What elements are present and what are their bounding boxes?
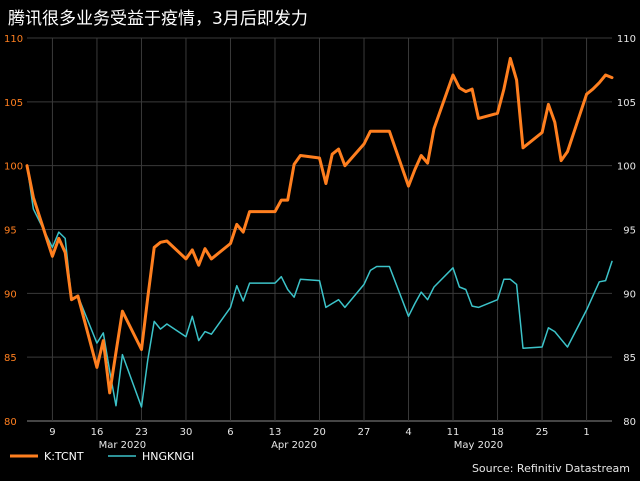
y-tick-label-right: 95 — [623, 226, 636, 237]
legend-label-tcnt: K:TCNT — [44, 450, 84, 463]
x-tick-label: 1 — [583, 427, 589, 438]
y-tick-label-left: 110 — [4, 34, 23, 45]
y-tick-label-left: 80 — [4, 417, 17, 428]
y-tick-label-right: 90 — [623, 289, 636, 300]
x-tick-label: 13 — [269, 427, 282, 438]
x-tick-label: 20 — [313, 427, 326, 438]
series-line-tcnt — [25, 56, 614, 395]
y-tick-label-right: 85 — [623, 353, 636, 364]
x-tick-label: 18 — [491, 427, 504, 438]
series-lines — [25, 56, 614, 408]
source-note: Source: Refinitiv Datastream — [472, 462, 630, 475]
y-tick-label-right: 80 — [623, 417, 636, 428]
y-axis-ticks: 80 80 85 85 90 90 95 95 100 100 105 105 110 110 — [4, 34, 636, 428]
legend: K:TCNT HNGKNGI — [10, 450, 194, 463]
x-tick-label: 25 — [536, 427, 549, 438]
y-tick-label-left: 90 — [4, 289, 17, 300]
x-tick-label: 30 — [180, 427, 193, 438]
x-tick-label: 11 — [447, 427, 460, 438]
x-axis-ticks: 9 16 23 30 6 13 20 27 4 11 18 25 1 Mar 2020 Apr 2020 Ma… — [49, 427, 590, 451]
y-tick-label-right: 105 — [617, 98, 636, 109]
x-tick-label: 23 — [135, 427, 148, 438]
x-month-label: Apr 2020 — [271, 440, 317, 451]
x-month-label: Mar 2020 — [99, 440, 147, 451]
chart-title: 腾讯很多业务受益于疫情，3月后即发力 — [8, 9, 308, 29]
x-tick-label: 4 — [405, 427, 411, 438]
x-month-label: May 2020 — [454, 440, 503, 451]
grid — [27, 37, 612, 422]
y-tick-label-right: 110 — [617, 34, 636, 45]
y-tick-label-right: 100 — [617, 162, 636, 173]
x-tick-label: 16 — [91, 427, 104, 438]
x-tick-label: 9 — [49, 427, 55, 438]
y-tick-label-left: 85 — [4, 353, 17, 364]
x-tick-label: 6 — [227, 427, 233, 438]
legend-label-hsi: HNGKNGI — [142, 450, 194, 463]
series-line-hsi — [26, 164, 613, 408]
y-tick-label-left: 95 — [4, 226, 17, 237]
y-tick-label-left: 100 — [4, 162, 23, 173]
x-tick-label: 27 — [358, 427, 371, 438]
y-tick-label-left: 105 — [4, 98, 23, 109]
